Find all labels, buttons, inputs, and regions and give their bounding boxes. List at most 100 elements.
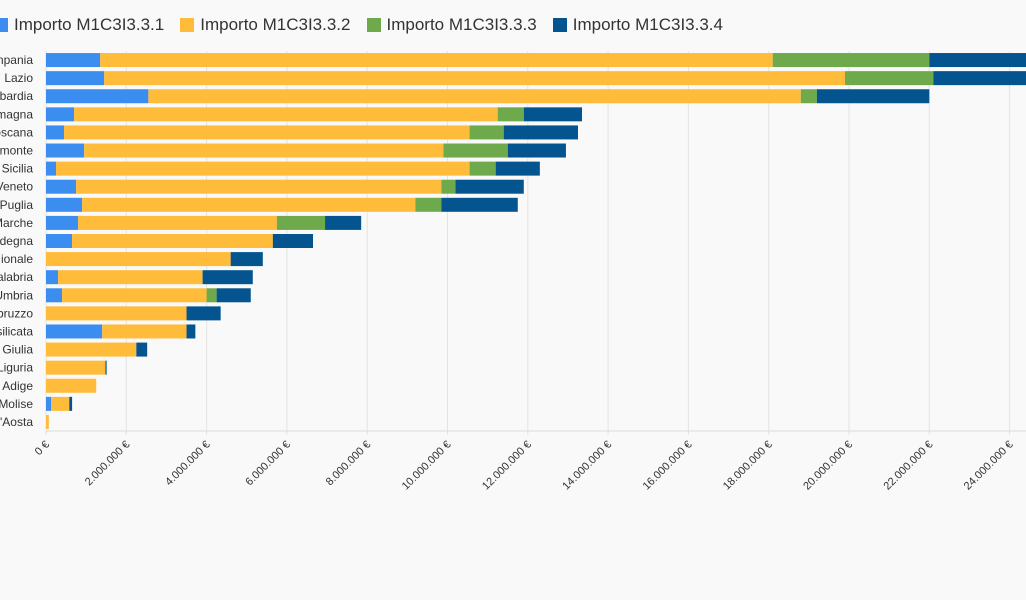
bar-segment xyxy=(46,396,52,411)
bar-segment xyxy=(46,161,57,176)
legend-label-series-1: Importo M1C3I3.3.1 xyxy=(14,15,165,34)
bar-segment xyxy=(441,179,456,194)
bar-segment xyxy=(69,396,73,411)
bar-segment xyxy=(443,143,508,158)
bar-segment xyxy=(46,342,137,357)
bar-segment xyxy=(46,89,149,104)
x-tick-label: 6.000.000 € xyxy=(243,439,293,489)
x-tick-label: 0 € xyxy=(33,439,52,458)
category-label: ionale xyxy=(1,252,33,266)
bar-segment xyxy=(844,71,934,86)
x-tick-label: 24.000.000 € xyxy=(962,439,1016,493)
x-tick-label: 10.000.000 € xyxy=(400,439,454,493)
category-label: monte xyxy=(0,144,33,158)
bar-segment xyxy=(469,125,504,140)
x-tick-label: 4.000.000 € xyxy=(163,439,213,489)
category-label: Veneto xyxy=(0,180,33,194)
bar-segment xyxy=(816,89,930,104)
bar-segment xyxy=(202,270,253,285)
x-tick-label: 20.000.000 € xyxy=(801,439,855,493)
bar-segment xyxy=(102,324,187,339)
bar-segment xyxy=(186,324,196,339)
category-label: mpania xyxy=(0,53,33,67)
bar-segment xyxy=(46,288,63,303)
bar-segment xyxy=(46,252,231,267)
category-label: bardia xyxy=(0,89,33,103)
bar-segment xyxy=(100,53,773,68)
bar-segment xyxy=(469,161,496,176)
category-label: Liguria xyxy=(0,361,33,375)
legend-label-series-2: Importo M1C3I3.3.2 xyxy=(200,15,351,34)
bar-segment xyxy=(206,288,217,303)
bar-segment xyxy=(441,197,518,212)
bar-segment xyxy=(105,360,107,375)
bar-segment xyxy=(46,215,79,230)
category-label: Puglia xyxy=(0,198,33,212)
category-label: Umbria xyxy=(0,288,33,302)
bar-segment xyxy=(62,288,207,303)
bar-segment xyxy=(46,270,59,285)
legend-swatch-series-1 xyxy=(0,18,8,32)
bar-segment xyxy=(51,396,70,411)
bar-segment xyxy=(46,53,101,68)
category-label: Adige xyxy=(2,379,33,393)
x-tick-label: 16.000.000 € xyxy=(641,439,695,493)
x-tick-label: 14.000.000 € xyxy=(560,439,614,493)
bar-segment xyxy=(46,306,187,321)
bar-segment xyxy=(46,360,106,375)
bar-segment xyxy=(929,53,1026,68)
category-label: Sicilia xyxy=(2,162,34,176)
bar-segment xyxy=(772,53,930,68)
bar-segment xyxy=(72,234,273,248)
bar-segment xyxy=(415,197,442,212)
category-label: Giulia xyxy=(2,343,33,357)
x-tick-label: 8.000.000 € xyxy=(324,439,374,489)
bar-segment xyxy=(46,378,97,393)
category-label: magna xyxy=(0,107,33,121)
bar-segment xyxy=(325,215,362,230)
x-tick-label: 22.000.000 € xyxy=(882,439,936,493)
legend-item-series-2[interactable]: Importo M1C3I3.3.2 xyxy=(180,15,351,35)
legend-item-series-3[interactable]: Importo M1C3I3.3.3 xyxy=(366,15,537,35)
bar-segment xyxy=(56,161,470,176)
category-label: oscana xyxy=(0,125,33,139)
bar-segment xyxy=(46,179,77,194)
bar-segment xyxy=(136,342,148,357)
bar-segment xyxy=(46,324,103,339)
bar-segment xyxy=(276,215,326,230)
category-label: bruzzo xyxy=(0,306,33,320)
category-label: Lazio xyxy=(4,71,33,85)
bar-segment xyxy=(46,143,85,158)
bar-segment xyxy=(230,252,263,267)
bar-segment xyxy=(507,143,566,158)
bar-segment xyxy=(76,179,442,194)
bar-segment xyxy=(64,125,470,140)
legend-swatch-series-4 xyxy=(552,18,567,32)
bar-segment xyxy=(46,107,75,122)
legend-label-series-4: Importo M1C3I3.3.4 xyxy=(572,15,723,34)
x-tick-label: 12.000.000 € xyxy=(480,439,534,493)
bar-segment xyxy=(497,107,524,122)
bar-segment xyxy=(503,125,578,140)
bar-segment xyxy=(46,125,65,140)
bar-segment xyxy=(455,179,524,194)
chart-legend: Importo M1C3I3.3.1 Importo M1C3I3.3.2 Im… xyxy=(0,12,739,38)
bar-segment xyxy=(272,234,313,248)
category-label: silicata xyxy=(0,324,33,338)
bar-segment xyxy=(82,197,416,212)
bar-segment xyxy=(495,161,540,176)
legend-label-series-3: Importo M1C3I3.3.3 xyxy=(386,15,537,34)
legend-item-series-1[interactable]: Importo M1C3I3.3.1 xyxy=(0,15,164,35)
x-tick-label: 18.000.000 € xyxy=(721,439,775,493)
bar-segment xyxy=(148,89,801,104)
bar-segment xyxy=(46,234,73,248)
legend-item-series-4[interactable]: Importo M1C3I3.3.4 xyxy=(552,15,723,35)
bar-segment xyxy=(46,197,83,212)
category-label: alabria xyxy=(0,270,33,284)
bar-segment xyxy=(58,270,203,285)
category-label: degna xyxy=(0,234,33,248)
category-label: Marche xyxy=(0,216,33,230)
bar-segment xyxy=(46,414,49,429)
legend-swatch-series-3 xyxy=(366,18,381,32)
